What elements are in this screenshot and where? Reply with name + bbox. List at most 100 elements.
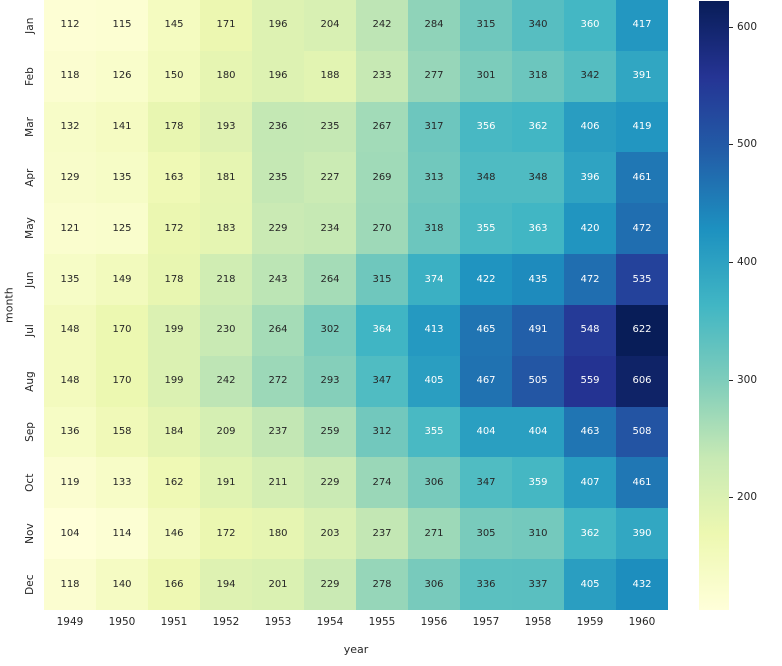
heatmap-cell: 355 [408, 406, 460, 458]
x-tick-label: 1959 [576, 616, 604, 628]
heatmap-cell: 180 [252, 508, 304, 560]
colorbar-tick-label: 500 [737, 138, 758, 151]
heatmap-cell: 310 [512, 508, 564, 560]
heatmap-cell: 204 [304, 0, 356, 51]
y-tick-label: Feb [24, 66, 36, 86]
heatmap-cell: 172 [200, 508, 252, 560]
heatmap-cell: 305 [460, 508, 512, 560]
heatmap-cell: 491 [512, 304, 564, 356]
heatmap-cell: 135 [44, 254, 96, 305]
x-tick-label: 1960 [628, 616, 656, 628]
heatmap-cell: 133 [96, 457, 148, 509]
y-tick-label: Sep [24, 422, 36, 442]
heatmap-cell: 150 [148, 50, 200, 102]
heatmap-cell: 183 [200, 203, 252, 255]
heatmap-cell: 362 [512, 101, 564, 153]
heatmap-cell: 136 [44, 406, 96, 458]
heatmap-cell: 269 [356, 152, 408, 204]
heatmap-cell: 315 [356, 254, 408, 305]
heatmap-cell: 270 [356, 203, 408, 255]
heatmap-cell: 135 [96, 152, 148, 204]
heatmap-cell: 125 [96, 203, 148, 255]
heatmap-cell: 359 [512, 457, 564, 509]
heatmap-cell: 347 [356, 355, 408, 407]
heatmap-cell: 461 [616, 152, 668, 204]
heatmap-cell: 272 [252, 355, 304, 407]
heatmap-cell: 508 [616, 406, 668, 458]
x-axis-label: year [343, 643, 369, 656]
x-tick-label: 1955 [368, 616, 396, 628]
y-axis-label: month [2, 287, 16, 323]
heatmap-cell: 340 [512, 0, 564, 51]
colorbar-tick-mark [729, 497, 733, 499]
heatmap-cell: 405 [408, 355, 460, 407]
heatmap-cell: 419 [616, 101, 668, 153]
heatmap-cell: 181 [200, 152, 252, 204]
heatmap-cell: 472 [564, 254, 616, 305]
heatmap-cell: 467 [460, 355, 512, 407]
heatmap-cell: 209 [200, 406, 252, 458]
colorbar-tick-label: 600 [737, 20, 758, 33]
x-tick-label: 1949 [56, 616, 84, 628]
heatmap-cell: 406 [564, 101, 616, 153]
heatmap-cell: 391 [616, 50, 668, 102]
heatmap-cell: 141 [96, 101, 148, 153]
y-tick-label: Apr [24, 168, 36, 187]
heatmap-cell: 293 [304, 355, 356, 407]
y-tick-label: Mar [24, 117, 36, 137]
colorbar-tick-label: 200 [737, 491, 758, 504]
heatmap-cell: 277 [408, 50, 460, 102]
heatmap-cell: 356 [460, 101, 512, 153]
heatmap-cell: 194 [200, 559, 252, 610]
heatmap-cell: 548 [564, 304, 616, 356]
heatmap-cell: 337 [512, 559, 564, 610]
heatmap-cell: 233 [356, 50, 408, 102]
heatmap-grid: 112 115 145 171 196 204 242 284 315 340 360 417 118 1… [44, 0, 668, 610]
x-tick-label: 1958 [524, 616, 552, 628]
heatmap-cell: 347 [460, 457, 512, 509]
heatmap-cell: 461 [616, 457, 668, 509]
heatmap-cell: 172 [148, 203, 200, 255]
heatmap-cell: 149 [96, 254, 148, 305]
heatmap-cell: 374 [408, 254, 460, 305]
heatmap-cell: 606 [616, 355, 668, 407]
heatmap-cell: 242 [200, 355, 252, 407]
heatmap-cell: 264 [252, 304, 304, 356]
heatmap-cell: 230 [200, 304, 252, 356]
y-tick-labels: Jan Feb Mar Apr May Jun Jul Aug Sep Oct Nov Dec [18, 0, 42, 610]
y-tick-label: Jan [24, 17, 36, 34]
heatmap-cell: 404 [460, 406, 512, 458]
heatmap-cell: 413 [408, 304, 460, 356]
heatmap-cell: 274 [356, 457, 408, 509]
heatmap-cell: 405 [564, 559, 616, 610]
heatmap-cell: 313 [408, 152, 460, 204]
heatmap-cell: 191 [200, 457, 252, 509]
heatmap-cell: 148 [44, 304, 96, 356]
heatmap-cell: 193 [200, 101, 252, 153]
y-tick-label: May [24, 217, 36, 240]
x-tick-label: 1953 [264, 616, 292, 628]
heatmap-cell: 211 [252, 457, 304, 509]
heatmap-cell: 178 [148, 254, 200, 305]
colorbar-tick-label: 400 [737, 256, 758, 268]
heatmap-cell: 180 [200, 50, 252, 102]
heatmap-cell: 170 [96, 355, 148, 407]
heatmap-cell: 465 [460, 304, 512, 356]
heatmap-cell: 622 [616, 304, 668, 356]
heatmap-cell: 559 [564, 355, 616, 407]
x-tick-label: 1952 [212, 616, 240, 628]
heatmap-cell: 112 [44, 0, 96, 51]
heatmap-cell: 158 [96, 406, 148, 458]
heatmap-cell: 196 [252, 0, 304, 51]
x-tick-label: 1950 [108, 616, 136, 628]
heatmap-cell: 348 [512, 152, 564, 204]
y-tick-label: Aug [24, 370, 36, 392]
heatmap-cell: 355 [460, 203, 512, 255]
heatmap-cell: 364 [356, 304, 408, 356]
heatmap-cell: 115 [96, 0, 148, 51]
x-tick-label: 1957 [472, 616, 500, 628]
colorbar-tick-mark [729, 144, 733, 146]
heatmap-cell: 188 [304, 50, 356, 102]
y-tick-label: Jul [24, 324, 36, 337]
heatmap-cell: 118 [44, 50, 96, 102]
